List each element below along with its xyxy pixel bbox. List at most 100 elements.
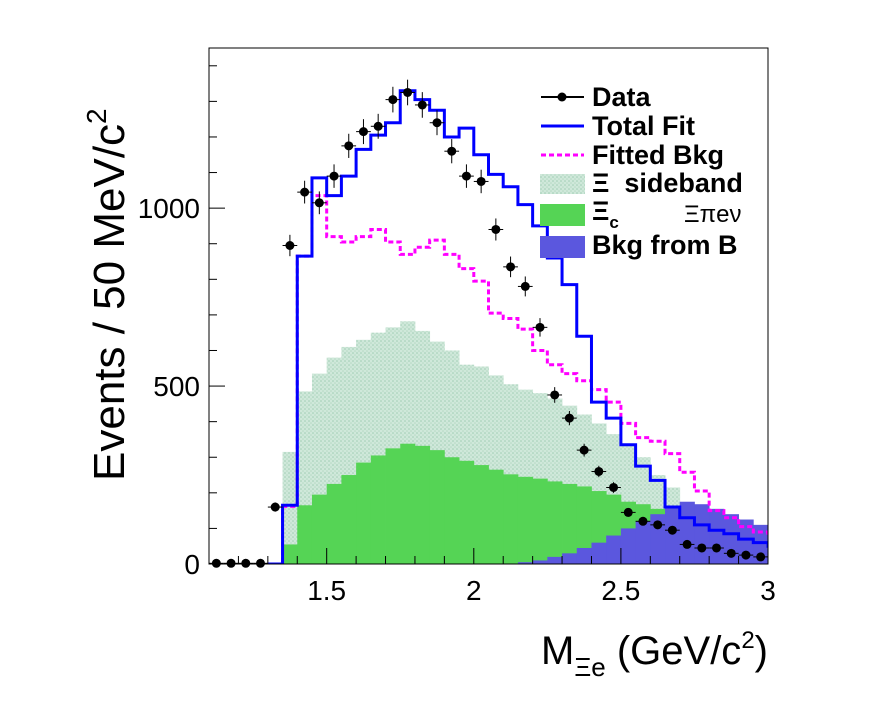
data-point-marker — [756, 552, 766, 562]
sideband-bar — [856, 560, 869, 564]
x-tick-label: 1.5 — [307, 575, 346, 606]
y-tick-label: 500 — [153, 371, 200, 402]
data-point — [282, 234, 298, 257]
bkg_from_b-bar — [620, 528, 637, 564]
bkg_from_b-bar — [768, 530, 783, 564]
data-point — [459, 164, 474, 188]
signal-bar — [532, 478, 548, 564]
data-point — [209, 558, 224, 568]
data-point — [694, 543, 710, 553]
data-point — [517, 276, 533, 297]
data-point-marker — [241, 558, 251, 568]
data-point-marker — [476, 176, 486, 186]
sideband-bar — [827, 557, 842, 564]
bkg_from_b-bar — [606, 535, 622, 564]
data-point — [709, 543, 724, 553]
bkg_from_b-bar — [812, 548, 827, 564]
bkg_from_b-bar — [635, 521, 651, 564]
data-point — [532, 318, 548, 337]
sideband-bar — [282, 451, 298, 564]
bkg_from_b-bar — [842, 555, 857, 564]
legend-entry-bkg-from-b: Bkg from B — [540, 230, 738, 260]
legend-data-marker — [557, 92, 567, 102]
data-point-marker — [682, 539, 692, 549]
data-point-marker — [300, 187, 310, 197]
data-point — [429, 110, 445, 136]
data-point — [223, 558, 239, 568]
data-point — [591, 465, 607, 478]
data-point — [635, 516, 651, 526]
data-point — [576, 443, 592, 457]
signal-bar — [311, 494, 328, 564]
x-tick-label: 3 — [760, 575, 776, 606]
data-point-marker — [697, 543, 707, 553]
legend-entry-data: Data — [541, 82, 652, 112]
bkg_from_b-bar — [679, 501, 695, 564]
data-point-marker — [564, 413, 574, 423]
data-point-marker — [712, 543, 722, 553]
data-point-marker — [506, 262, 516, 272]
data-point — [562, 410, 577, 426]
signal-bar — [400, 443, 416, 564]
data-point — [503, 256, 518, 278]
data-point-marker — [373, 121, 383, 131]
y-tick-label: 1000 — [138, 193, 200, 224]
y-tick-label: 0 — [184, 549, 200, 580]
sideband-bar — [768, 548, 783, 564]
bkg_from_b-bar — [562, 553, 578, 564]
data-point-marker — [388, 95, 398, 105]
data-point — [547, 387, 563, 403]
data-point-marker — [417, 100, 427, 110]
data-point — [341, 133, 357, 158]
data-point — [414, 92, 430, 118]
data-point-marker — [344, 141, 354, 151]
signal-bar — [385, 448, 401, 564]
data-point-marker — [550, 390, 560, 400]
data-point — [679, 539, 695, 549]
data-point — [238, 558, 254, 568]
data-point — [738, 550, 754, 560]
signal-bar — [297, 505, 313, 564]
data-point — [400, 79, 415, 106]
x-tick-label: 2.5 — [601, 575, 640, 606]
signal-bar — [827, 560, 842, 564]
data-point — [488, 218, 504, 241]
data-point — [444, 139, 460, 164]
legend-label-signal-decay: Ξπeν — [684, 201, 742, 228]
signal-bar — [341, 475, 357, 564]
data-point — [753, 552, 768, 562]
fit-lines-layer — [267, 89, 768, 564]
data-point — [297, 180, 312, 204]
signal-bar — [797, 557, 812, 564]
bkg_from_b-bar — [532, 560, 548, 564]
data-point-marker — [491, 224, 501, 234]
bkg_from_b-bar — [827, 552, 842, 564]
signal-bar — [444, 457, 460, 564]
plot-frame — [208, 47, 769, 565]
legend-bkg-from-b-swatch — [540, 236, 585, 258]
signal-bar — [326, 483, 342, 564]
signal-bar — [282, 544, 298, 564]
data-point — [650, 520, 666, 530]
bkg_from_b-bar — [694, 504, 710, 564]
bkg_from_b-bar — [753, 524, 768, 564]
legend-label-total-fit: Total Fit — [592, 111, 695, 141]
data-point — [620, 507, 636, 517]
data-point — [267, 502, 283, 512]
legend-entry-fitted-bkg: Fitted Bkg — [541, 140, 724, 170]
data-points-layer — [209, 79, 768, 568]
data-point-marker — [432, 118, 442, 128]
legend-label-fitted-bkg: Fitted Bkg — [592, 140, 724, 170]
signal-bar — [488, 469, 504, 564]
data-point — [665, 525, 680, 535]
data-point-marker — [255, 558, 265, 568]
signal-bar — [473, 465, 489, 564]
bkg_from_b-bar — [665, 507, 681, 564]
data-point-marker — [638, 516, 648, 526]
data-point-marker — [623, 507, 633, 517]
signal-bar — [783, 555, 798, 564]
signal-bar — [768, 552, 783, 564]
x-axis-title: MΞe (GeV/c2) — [541, 627, 768, 682]
bkg_from_b-bar — [783, 536, 798, 564]
